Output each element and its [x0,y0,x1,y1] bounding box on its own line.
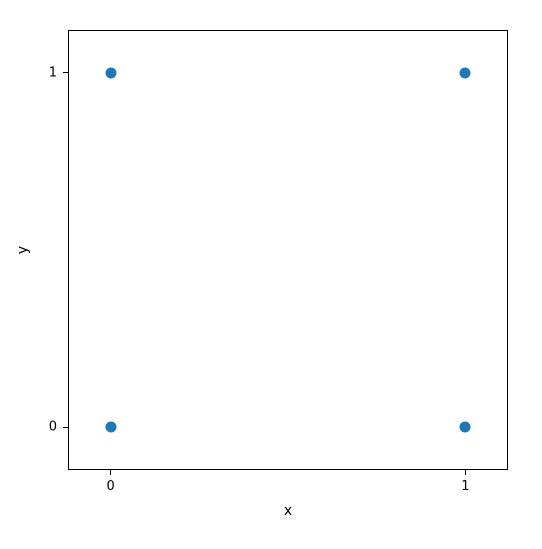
y-tick-mark [63,427,68,428]
x-tick-label: 0 [106,479,114,494]
y-tick-label: 1 [49,65,57,80]
data-point [460,67,471,78]
x-tick-mark [465,470,466,475]
y-tick-label: 0 [49,420,57,435]
x-axis-label: x [284,503,292,519]
x-tick-label: 1 [461,479,469,494]
data-point [105,422,116,433]
data-point [460,422,471,433]
y-axis-label: y [15,246,31,254]
figure: x y 0 1 0 1 [0,0,542,549]
x-tick-mark [110,470,111,475]
y-tick-mark [63,72,68,73]
data-point [105,67,116,78]
plot-area [68,30,508,470]
